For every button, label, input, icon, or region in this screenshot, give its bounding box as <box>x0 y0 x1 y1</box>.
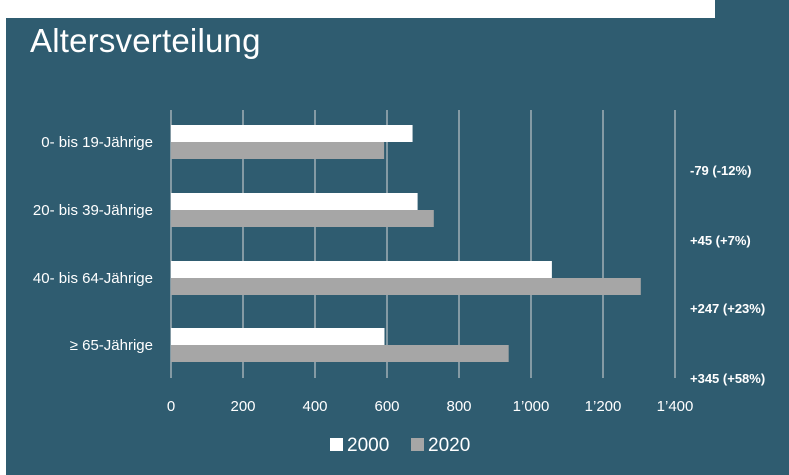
x-tick-label: 400 <box>302 398 327 415</box>
bar-2020 <box>171 345 509 362</box>
category-label: 0- bis 19-Jährige <box>41 134 153 151</box>
bar-2000 <box>171 125 413 142</box>
x-tick-label: 1’000 <box>513 398 550 415</box>
bar-2020 <box>171 142 385 159</box>
bar-2000 <box>171 328 385 345</box>
x-tick-label: 1’200 <box>585 398 622 415</box>
header-accent-bar <box>715 0 789 18</box>
bar-2020 <box>171 210 434 227</box>
bar-2000 <box>171 193 418 210</box>
legend-swatch-2000 <box>330 438 343 451</box>
legend-label-2020: 2020 <box>428 435 470 456</box>
difference-annotation: -79 (-12%) <box>690 163 751 178</box>
legend-label-2000: 2000 <box>347 435 389 456</box>
category-label: ≥ 65-Jährige <box>70 337 153 354</box>
x-tick-label: 0 <box>167 398 175 415</box>
bar-2020 <box>171 278 641 295</box>
bar-2000 <box>171 261 552 278</box>
category-label: 40- bis 64-Jährige <box>33 270 153 287</box>
category-label: 20- bis 39-Jährige <box>33 202 153 219</box>
difference-annotation: +247 (+23%) <box>690 301 765 316</box>
chart-panel <box>6 18 789 475</box>
chart-title: Altersverteilung <box>30 22 261 59</box>
bars <box>171 125 641 362</box>
difference-annotation: +345 (+58%) <box>690 371 765 386</box>
difference-annotation: +45 (+7%) <box>690 233 751 248</box>
x-tick-label: 1’400 <box>657 398 694 415</box>
legend-swatch-2020 <box>411 438 424 451</box>
difference-annotations: -79 (-12%) +45 (+7%) +247 (+23%) +345 (+58%… <box>690 163 765 386</box>
x-tick-label: 200 <box>230 398 255 415</box>
legend: 2000 2020 <box>330 435 470 456</box>
x-tick-label: 800 <box>446 398 471 415</box>
x-tick-label: 600 <box>374 398 399 415</box>
x-axis-ticks: 0 200 400 600 800 1’000 1’200 1’400 <box>167 398 694 415</box>
category-labels: 0- bis 19-Jährige 20- bis 39-Jährige 40- b… <box>33 134 153 354</box>
